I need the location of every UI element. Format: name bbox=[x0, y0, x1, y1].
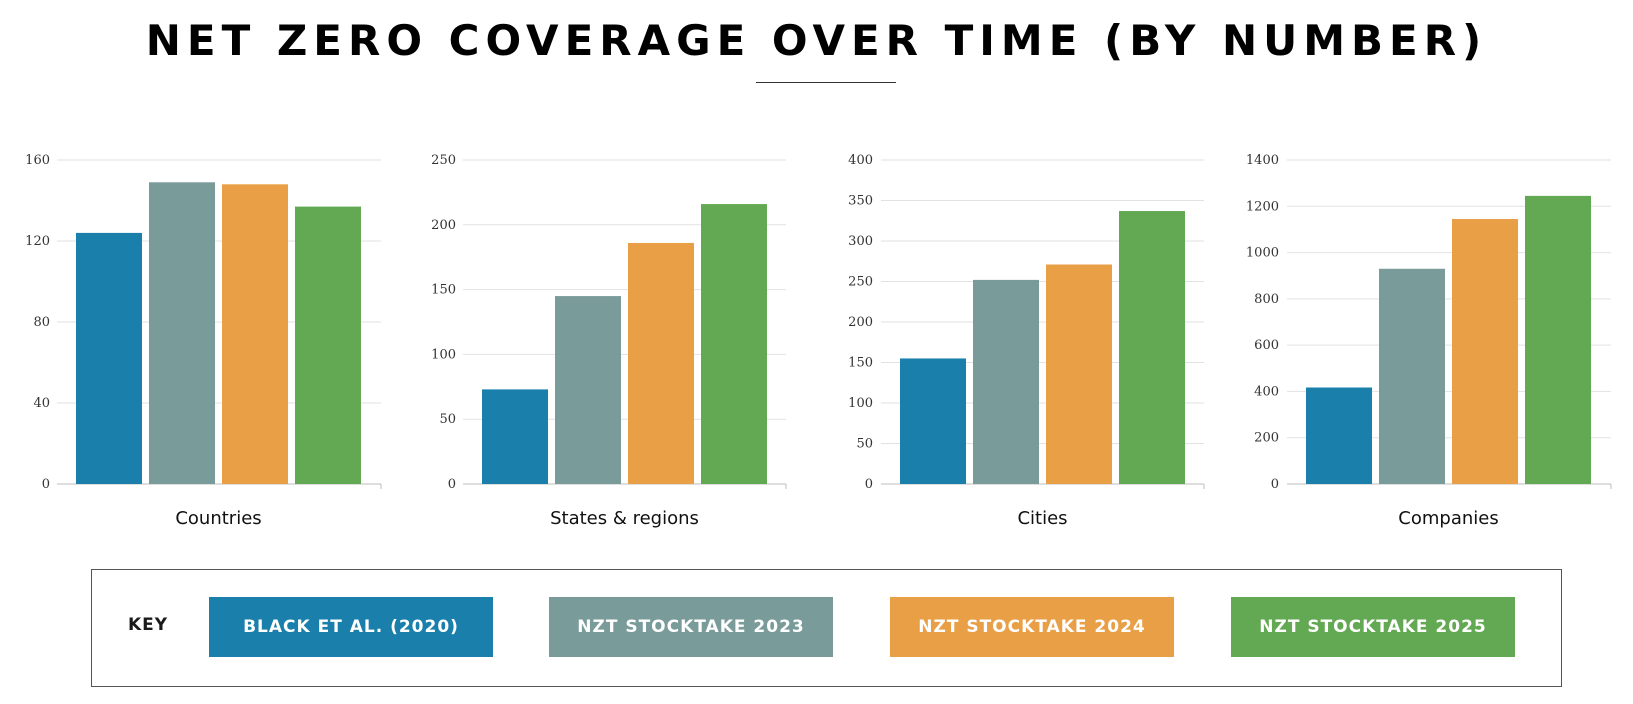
legend-key-label: KEY bbox=[128, 615, 169, 635]
y-tick-label: 150 bbox=[848, 356, 873, 371]
bar-cities-nzt-stocktake-2024 bbox=[1046, 264, 1112, 484]
y-tick-label: 250 bbox=[431, 153, 456, 168]
chart-states-regions: 0 50 100 150 200 250 States & regions bbox=[431, 153, 787, 529]
y-tick-label: 400 bbox=[1254, 384, 1279, 399]
y-tick-label: 600 bbox=[1254, 338, 1279, 353]
y-tick-label: 200 bbox=[1254, 431, 1279, 446]
y-tick-label: 160 bbox=[25, 153, 50, 168]
bar-states-regions-nzt-stocktake-2025 bbox=[701, 204, 767, 484]
legend-item-nzt-2024: NZT STOCKTAKE 2024 bbox=[890, 597, 1174, 657]
y-tick-label: 300 bbox=[848, 234, 873, 249]
y-tick-label: 0 bbox=[448, 477, 456, 492]
y-tick-label: 50 bbox=[439, 412, 456, 427]
bar-countries-nzt-stocktake-2025 bbox=[295, 206, 361, 484]
bar-states-regions-black-et-al-2020 bbox=[482, 389, 548, 484]
y-tick-label: 80 bbox=[33, 315, 50, 330]
y-tick-label: 150 bbox=[431, 283, 456, 298]
y-tick-label: 100 bbox=[848, 396, 873, 411]
chart-countries: 0 40 80 120 160 Countries bbox=[25, 153, 382, 529]
bar-states-regions-nzt-stocktake-2024 bbox=[628, 242, 694, 484]
y-tick-label: 100 bbox=[431, 347, 456, 362]
bar-states-regions-nzt-stocktake-2023 bbox=[555, 296, 621, 484]
bar-companies-nzt-stocktake-2024 bbox=[1452, 219, 1518, 484]
chart-companies: 0 200 400 600 800 1000 1200 1400 Companies bbox=[1246, 153, 1612, 529]
y-tick-label: 0 bbox=[1271, 477, 1279, 492]
bar-companies-nzt-stocktake-2025 bbox=[1525, 195, 1591, 484]
y-tick-label: 350 bbox=[848, 194, 873, 209]
y-tick-label: 0 bbox=[865, 477, 873, 492]
category-label: States & regions bbox=[550, 508, 699, 529]
legend-item-black-2020: BLACK ET AL. (2020) bbox=[209, 597, 493, 657]
bar-cities-black-et-al-2020 bbox=[900, 358, 966, 484]
y-tick-label: 200 bbox=[431, 218, 456, 233]
legend-item-nzt-2025: NZT STOCKTAKE 2025 bbox=[1231, 597, 1515, 657]
category-label: Companies bbox=[1398, 508, 1498, 529]
bar-companies-black-et-al-2020 bbox=[1306, 387, 1372, 484]
page-title: NET ZERO COVERAGE OVER TIME (BY NUMBER) bbox=[145, 16, 1488, 65]
bar-countries-nzt-stocktake-2024 bbox=[222, 184, 288, 485]
bar-countries-black-et-al-2020 bbox=[76, 232, 142, 484]
category-label: Countries bbox=[175, 508, 261, 529]
category-label: Cities bbox=[1017, 508, 1067, 529]
y-tick-label: 1400 bbox=[1246, 153, 1279, 168]
bar-charts: 0 40 80 120 160 Countries 0 50 100 150 200 250 State… bbox=[25, 153, 1612, 529]
y-tick-label: 1000 bbox=[1246, 246, 1279, 261]
y-tick-label: 1200 bbox=[1246, 199, 1279, 214]
bar-cities-nzt-stocktake-2025 bbox=[1119, 211, 1185, 484]
y-tick-label: 800 bbox=[1254, 292, 1279, 307]
legend-box: KEY BLACK ET AL. (2020) NZT STOCKTAKE 20… bbox=[91, 569, 1562, 687]
bar-companies-nzt-stocktake-2023 bbox=[1379, 268, 1445, 484]
y-tick-label: 0 bbox=[42, 477, 50, 492]
y-tick-label: 40 bbox=[33, 396, 50, 411]
legend-item-nzt-2023: NZT STOCKTAKE 2023 bbox=[549, 597, 833, 657]
bar-countries-nzt-stocktake-2023 bbox=[149, 182, 215, 484]
chart-cities: 0 50 100 150 200 250 300 350 400 Cities bbox=[848, 153, 1205, 529]
y-tick-label: 200 bbox=[848, 315, 873, 330]
y-tick-label: 250 bbox=[848, 275, 873, 290]
title-divider bbox=[756, 82, 896, 83]
y-tick-label: 50 bbox=[856, 437, 873, 452]
y-tick-label: 400 bbox=[848, 153, 873, 168]
bar-cities-nzt-stocktake-2023 bbox=[973, 279, 1039, 484]
y-tick-label: 120 bbox=[25, 234, 50, 249]
